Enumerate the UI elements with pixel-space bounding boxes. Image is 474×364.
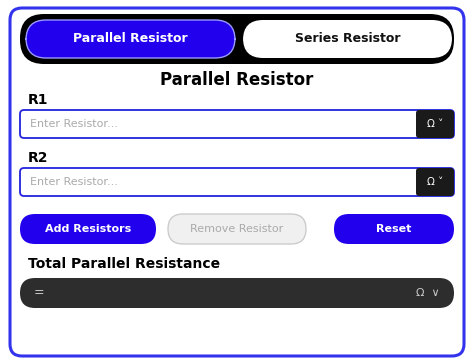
Text: R1: R1 [28,93,48,107]
Text: Remove Resistor: Remove Resistor [191,224,283,234]
FancyBboxPatch shape [20,278,454,308]
Text: Parallel Resistor: Parallel Resistor [73,32,188,46]
Text: Total Parallel Resistance: Total Parallel Resistance [28,257,220,271]
Text: Series Resistor: Series Resistor [295,32,400,46]
FancyBboxPatch shape [20,14,454,64]
FancyBboxPatch shape [20,214,156,244]
FancyBboxPatch shape [416,168,454,196]
FancyBboxPatch shape [20,168,454,196]
Text: Enter Resistor...: Enter Resistor... [30,177,118,187]
Text: Ω ˅: Ω ˅ [427,119,443,129]
Text: Ω ˅: Ω ˅ [427,177,443,187]
FancyBboxPatch shape [168,214,306,244]
Text: Enter Resistor...: Enter Resistor... [30,119,118,129]
Text: Ω  ∨: Ω ∨ [416,288,440,298]
FancyBboxPatch shape [334,214,454,244]
FancyBboxPatch shape [26,20,235,58]
Text: Parallel Resistor: Parallel Resistor [160,71,314,89]
Text: =: = [34,286,45,300]
Text: Reset: Reset [376,224,412,234]
FancyBboxPatch shape [416,110,454,138]
FancyBboxPatch shape [20,110,454,138]
FancyBboxPatch shape [243,20,452,58]
Text: R2: R2 [28,151,48,165]
Text: Add Resistors: Add Resistors [45,224,131,234]
FancyBboxPatch shape [10,8,464,356]
